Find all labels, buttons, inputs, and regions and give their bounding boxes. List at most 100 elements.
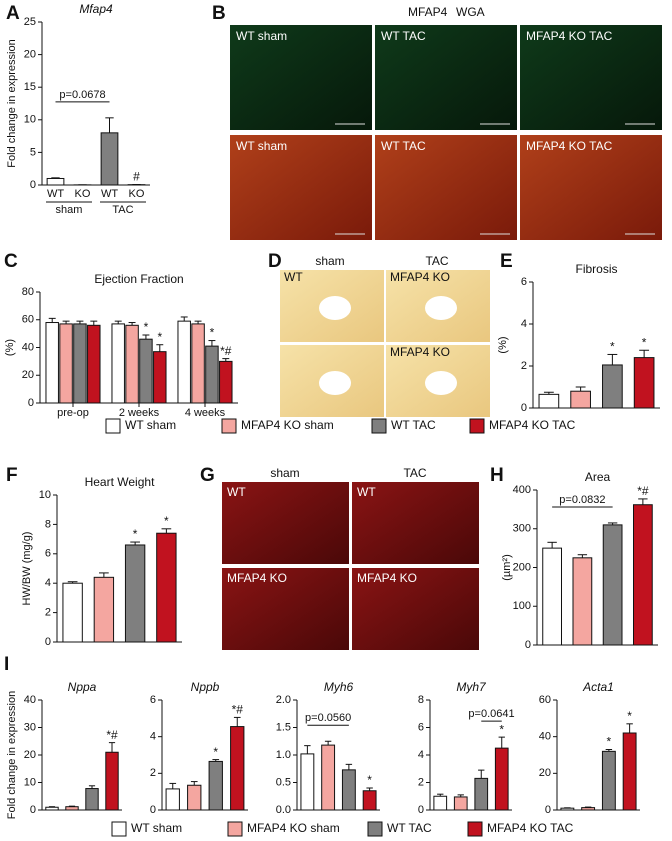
- bar: [341, 769, 356, 811]
- column-label: TAC: [425, 254, 448, 268]
- chart-title: Ejection Fraction: [94, 272, 183, 286]
- bar: [538, 393, 560, 409]
- bar: [581, 807, 596, 811]
- y-tick-label: 4: [45, 577, 51, 589]
- bar: [59, 323, 73, 404]
- y-tick-label: 40: [24, 694, 36, 706]
- legend-label: WT TAC: [387, 821, 432, 835]
- y-tick-label: 100: [513, 600, 531, 612]
- legend-label: MFAP4 KO sham: [247, 821, 340, 835]
- y-tick-label: 40: [22, 341, 34, 353]
- bar: [433, 795, 448, 811]
- legend-label: MFAP4 KO TAC: [487, 821, 574, 835]
- bar: [105, 751, 119, 811]
- bar: [65, 806, 79, 811]
- panel-letter: E: [500, 251, 513, 272]
- legend-swatch: [371, 418, 387, 434]
- y-tick-label: 60: [22, 314, 34, 326]
- legend-swatch: [221, 418, 237, 434]
- bar: [494, 747, 509, 811]
- chart-title: Myh7: [456, 680, 487, 694]
- significance: *#: [220, 344, 232, 358]
- y-tick-label: 4: [521, 318, 527, 330]
- y-tick-label: 8: [418, 694, 424, 706]
- y-axis-label: (µm²): [501, 554, 513, 581]
- bar: [602, 364, 623, 409]
- significance: *: [607, 735, 612, 749]
- bar: [230, 726, 245, 811]
- y-tick-label: 2: [418, 776, 424, 788]
- bar: [474, 777, 489, 811]
- bar: [139, 338, 153, 404]
- bar: [93, 576, 115, 643]
- y-tick-label: 25: [24, 16, 36, 28]
- chart-title: Heart Weight: [85, 475, 155, 489]
- y-tick-label: 0: [545, 804, 551, 816]
- tile-label: MFAP4 KO: [227, 571, 287, 585]
- significance: *: [642, 335, 647, 349]
- bar: [633, 357, 655, 409]
- y-tick-label: 40: [539, 731, 551, 743]
- column-label: TAC: [403, 466, 426, 480]
- p-value: p=0.0641: [468, 708, 514, 720]
- x-tick-label: KO: [129, 188, 145, 200]
- micrograph: [352, 482, 479, 564]
- column-label: sham: [270, 466, 299, 480]
- bar: [191, 323, 205, 404]
- y-tick-label: 2.0: [276, 694, 291, 706]
- micrograph: [222, 482, 349, 564]
- y-tick-label: 6: [150, 694, 156, 706]
- histology-cavity: [319, 296, 351, 320]
- legend-label: WT TAC: [391, 418, 436, 432]
- stain-label: WGA: [456, 5, 485, 19]
- bar: [602, 524, 623, 646]
- histology-cavity: [425, 371, 457, 395]
- y-tick-label: 1.5: [276, 721, 291, 733]
- tile-label: WT TAC: [381, 29, 426, 43]
- p-value: p=0.0832: [559, 494, 605, 506]
- y-tick-label: 2: [45, 607, 51, 619]
- y-tick-label: 20: [24, 749, 36, 761]
- chart-title: Nppa: [68, 680, 97, 694]
- bar: [542, 547, 563, 646]
- y-tick-label: 10: [39, 489, 51, 501]
- panel-letter: G: [200, 465, 215, 486]
- y-tick-label: 4: [150, 731, 156, 743]
- y-axis-label: Fold change in expression: [6, 691, 18, 819]
- stain-label: MFAP4: [408, 5, 448, 19]
- group-label: sham: [56, 204, 83, 216]
- tile-label: WT: [284, 270, 303, 284]
- y-tick-label: 10: [24, 776, 36, 788]
- y-tick-label: 2: [521, 360, 527, 372]
- y-tick-label: 4: [418, 749, 424, 761]
- group-label: TAC: [112, 204, 133, 216]
- y-axis-label: Fold change in expression: [6, 39, 18, 167]
- significance: *: [213, 745, 218, 759]
- y-tick-label: 20: [539, 767, 551, 779]
- x-tick-label: 2 weeks: [119, 407, 160, 419]
- tile-label: WT: [357, 485, 376, 499]
- significance: *#: [232, 703, 244, 717]
- bar: [187, 784, 202, 811]
- y-tick-label: 300: [513, 523, 531, 535]
- legend-swatch: [105, 418, 121, 434]
- histology-cavity: [319, 371, 351, 395]
- y-tick-label: 400: [513, 484, 531, 496]
- y-tick-label: 20: [24, 49, 36, 61]
- bar: [156, 532, 177, 643]
- panel-letter: C: [4, 251, 18, 272]
- significance: *: [210, 326, 215, 340]
- y-tick-label: 30: [24, 721, 36, 733]
- y-tick-label: 6: [418, 721, 424, 733]
- tile-label: MFAP4 KO TAC: [526, 29, 613, 43]
- y-tick-label: 6: [521, 276, 527, 288]
- tile-label: WT: [227, 485, 246, 499]
- y-tick-label: 8: [45, 518, 51, 530]
- bar: [125, 324, 139, 404]
- y-tick-label: 5: [30, 146, 36, 158]
- tile-label: WT TAC: [381, 139, 426, 153]
- y-tick-label: 2: [150, 767, 156, 779]
- bar: [73, 323, 87, 404]
- chart-title: Area: [585, 470, 611, 484]
